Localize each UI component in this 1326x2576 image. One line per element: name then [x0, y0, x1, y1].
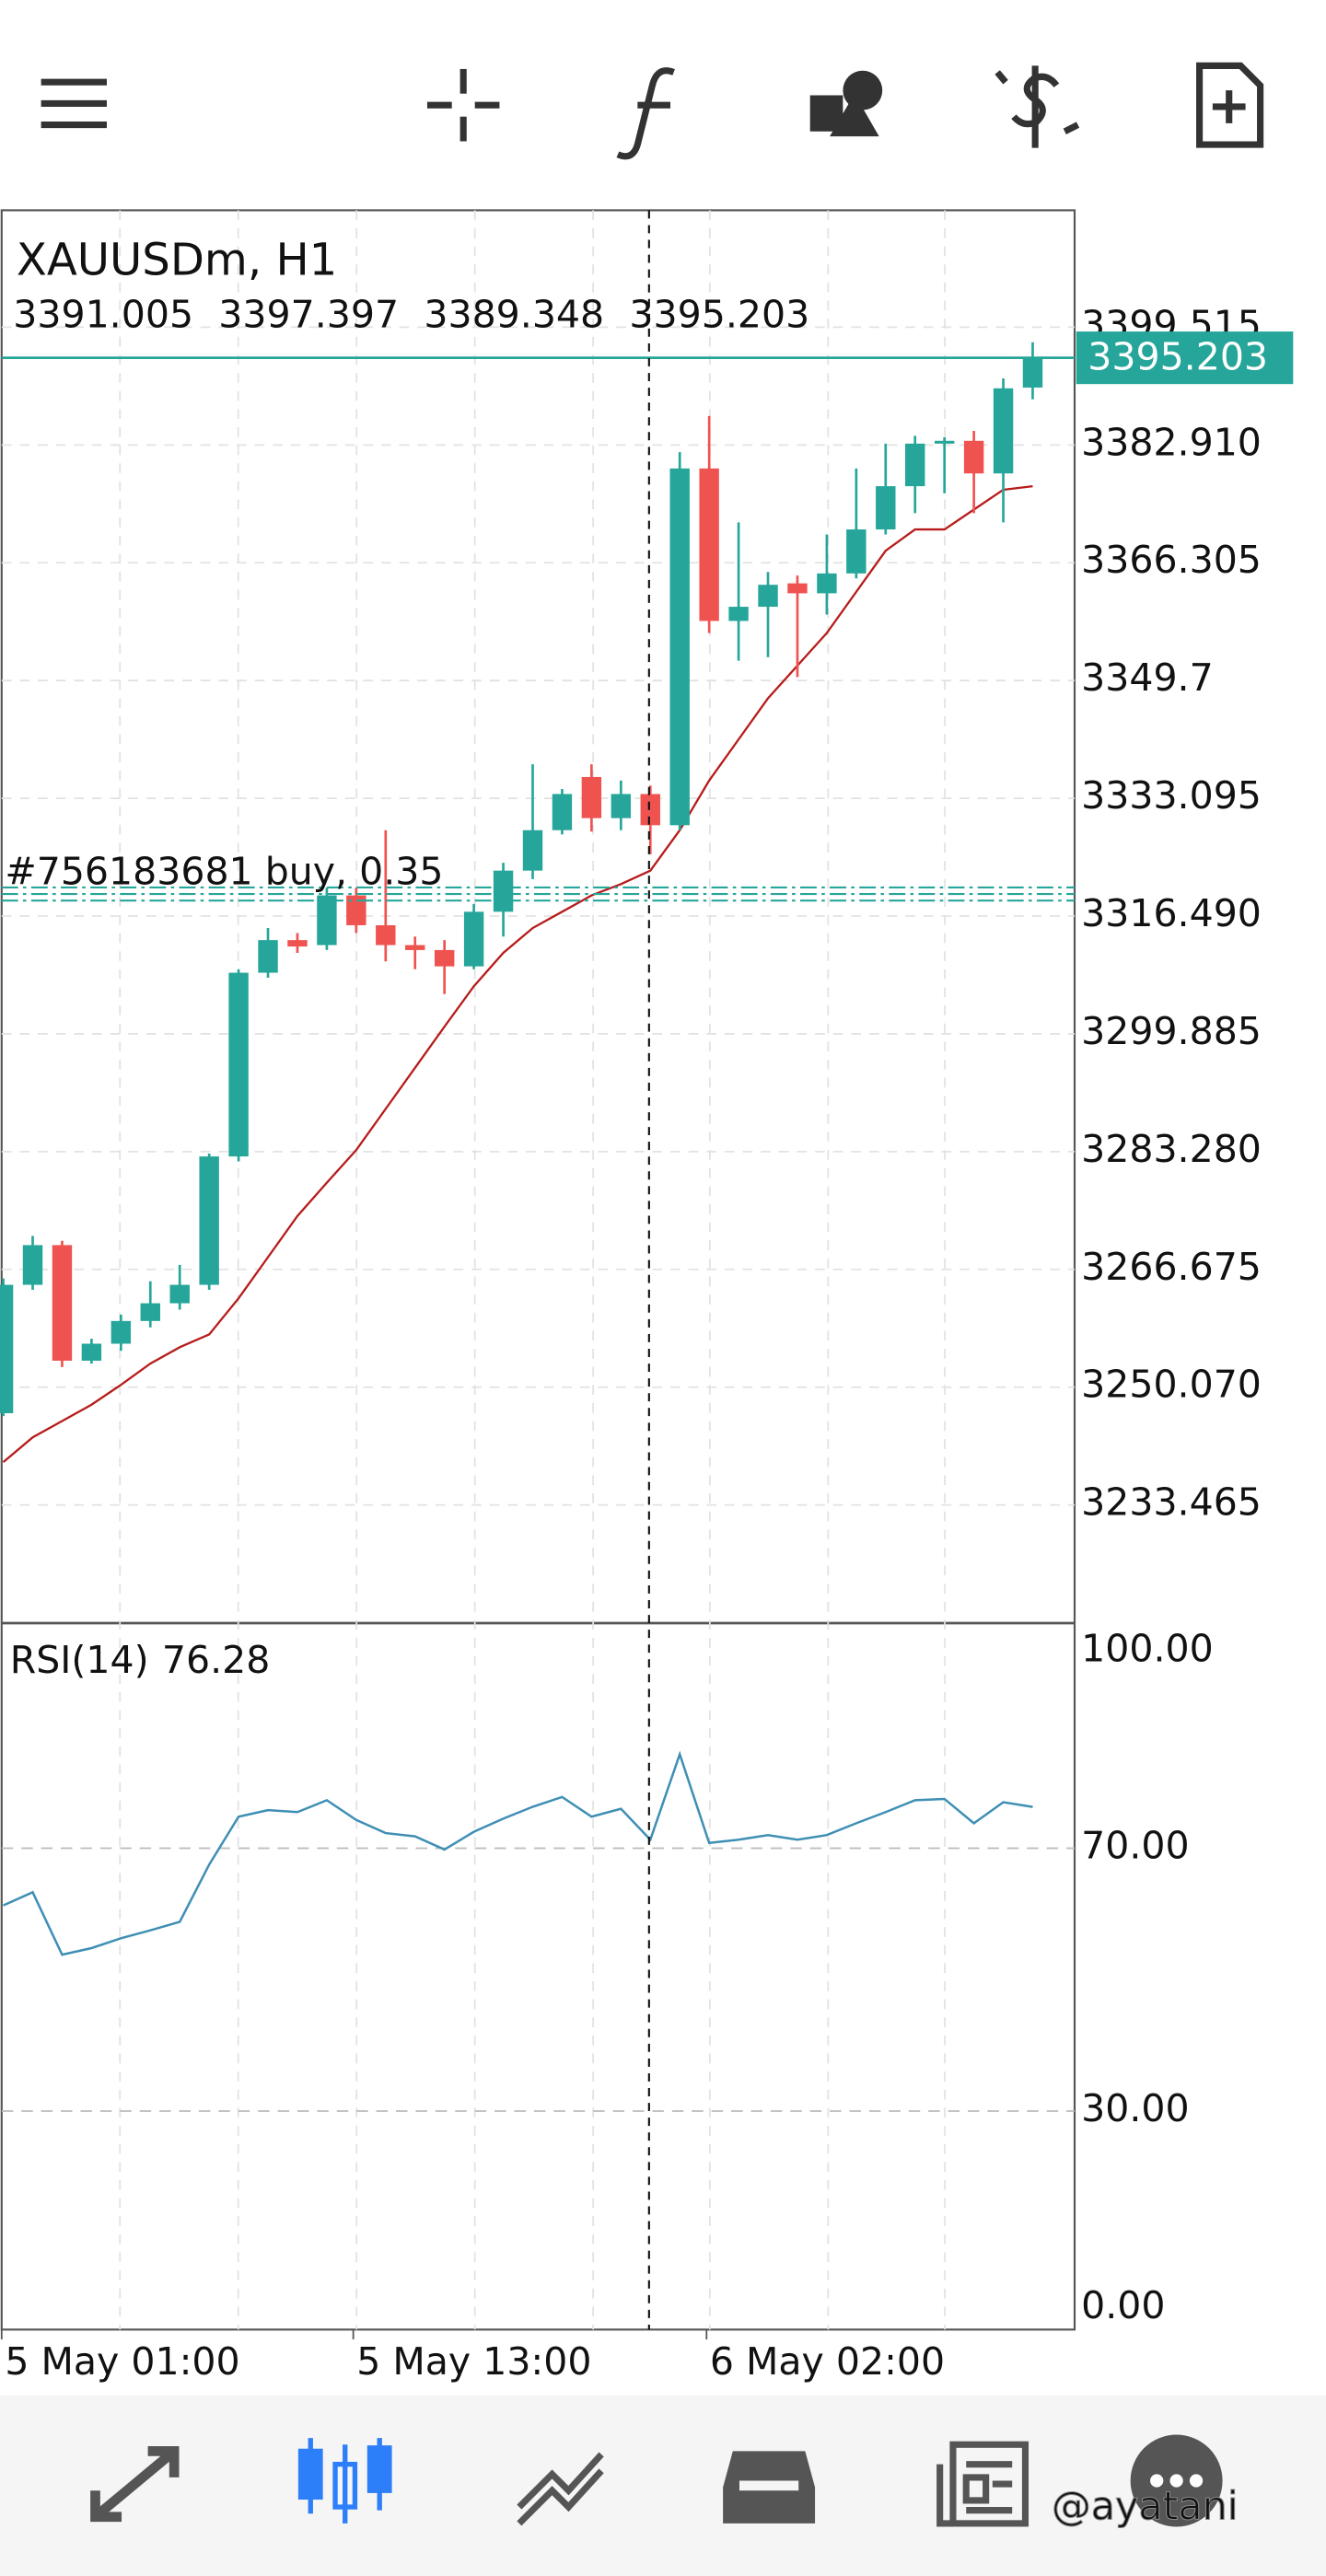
rsi-title: RSI(14) — [10, 1638, 149, 1682]
candle-body — [963, 440, 984, 474]
candle-body — [728, 607, 749, 621]
candle-body — [140, 1303, 160, 1321]
x-tick-label: 6 May 02:00 — [710, 2339, 945, 2384]
candle-body — [876, 486, 896, 530]
candle-body — [640, 794, 660, 826]
candle-body — [1022, 357, 1043, 388]
y-tick-label: 3349.7 — [1081, 656, 1214, 700]
candle-body — [258, 940, 278, 973]
y-tick-label: 3366.305 — [1081, 538, 1262, 582]
ohlc-high: 3397.397 — [218, 292, 399, 336]
candle-body — [228, 972, 249, 1157]
new-order-button[interactable] — [1196, 62, 1264, 148]
y-tick-label: 100.00 — [1081, 1626, 1214, 1670]
candle-body — [0, 1284, 14, 1413]
chart-tab[interactable] — [297, 2438, 392, 2524]
rsi-value: 76.28 — [162, 1638, 270, 1682]
chat-tab[interactable] — [1130, 2434, 1223, 2527]
candle-body — [699, 468, 719, 621]
last-price-tag — [1076, 331, 1294, 385]
candle-body — [758, 585, 778, 608]
candle-body — [346, 895, 366, 925]
crosshair-button[interactable] — [426, 68, 500, 142]
watermark: @ayatani — [1052, 2483, 1239, 2529]
candle-body — [581, 776, 602, 818]
y-tick-label: 3382.910 — [1081, 420, 1262, 464]
y-tick-label: 70.00 — [1081, 1823, 1189, 1867]
candle-body — [199, 1156, 219, 1285]
candle-body — [993, 388, 1014, 474]
ohlc-open: 3391.005 — [13, 292, 193, 336]
y-tick-label: 3299.885 — [1081, 1009, 1262, 1053]
y-tick-label: 3233.465 — [1081, 1480, 1262, 1525]
candle-body — [522, 830, 543, 871]
candle-body — [905, 443, 925, 487]
chart-title: XAUUSDm, H1 — [17, 235, 337, 286]
objects-button[interactable] — [809, 70, 883, 137]
candle-body — [552, 794, 573, 830]
candle-body — [287, 940, 308, 947]
candle-body — [493, 870, 514, 912]
y-tick-label: 3316.490 — [1081, 891, 1262, 935]
chart-area: 3399.5153382.9103366.3053349.73333.09533… — [0, 209, 1294, 2384]
quotes-tab[interactable] — [90, 2446, 180, 2523]
menu-button[interactable] — [41, 78, 107, 129]
y-tick-label: 30.00 — [1081, 2086, 1189, 2130]
candle-body — [611, 794, 632, 818]
x-tick-label: 5 May 13:00 — [356, 2339, 591, 2384]
bottom-nav: @ayatani — [0, 2395, 1326, 2576]
candle-body — [817, 573, 837, 594]
candle-body — [317, 895, 337, 946]
indicators-button[interactable] — [616, 67, 675, 160]
y-tick-label: 3250.070 — [1081, 1363, 1262, 1407]
candle-body — [846, 529, 867, 574]
candle-body — [376, 924, 396, 946]
news-tab[interactable] — [936, 2441, 1029, 2527]
y-tick-label: 3333.095 — [1081, 773, 1262, 818]
trade-tab[interactable] — [517, 2452, 604, 2526]
candle-body — [434, 949, 455, 967]
x-tick-label: 5 May 01:00 — [5, 2339, 239, 2384]
candle-body — [169, 1284, 190, 1304]
top-toolbar — [41, 62, 1264, 160]
trade-button[interactable] — [994, 65, 1080, 148]
y-tick-label: 3266.675 — [1081, 1245, 1262, 1289]
candle-body — [787, 583, 808, 594]
candle-body — [81, 1343, 102, 1361]
last-price-label: 3395.203 — [1088, 334, 1268, 378]
history-tab[interactable] — [723, 2451, 816, 2524]
candle-body — [669, 468, 690, 826]
candle-body — [110, 1320, 132, 1344]
moving-average — [2, 484, 1033, 1464]
y-tick-label: 3283.280 — [1081, 1127, 1262, 1171]
candle-body — [52, 1245, 73, 1361]
ohlc-close: 3395.203 — [629, 292, 809, 336]
candle-body — [934, 440, 955, 444]
candle-body — [22, 1245, 43, 1285]
candle-body — [463, 911, 484, 967]
rsi-line — [3, 1750, 1033, 1956]
y-tick-label: 0.00 — [1081, 2283, 1165, 2327]
bottom-nav-bg — [0, 2395, 1326, 2576]
position-label: #756183681 buy, 0.35 — [5, 850, 443, 894]
candle-body — [405, 945, 425, 950]
ohlc-low: 3389.348 — [424, 292, 604, 336]
